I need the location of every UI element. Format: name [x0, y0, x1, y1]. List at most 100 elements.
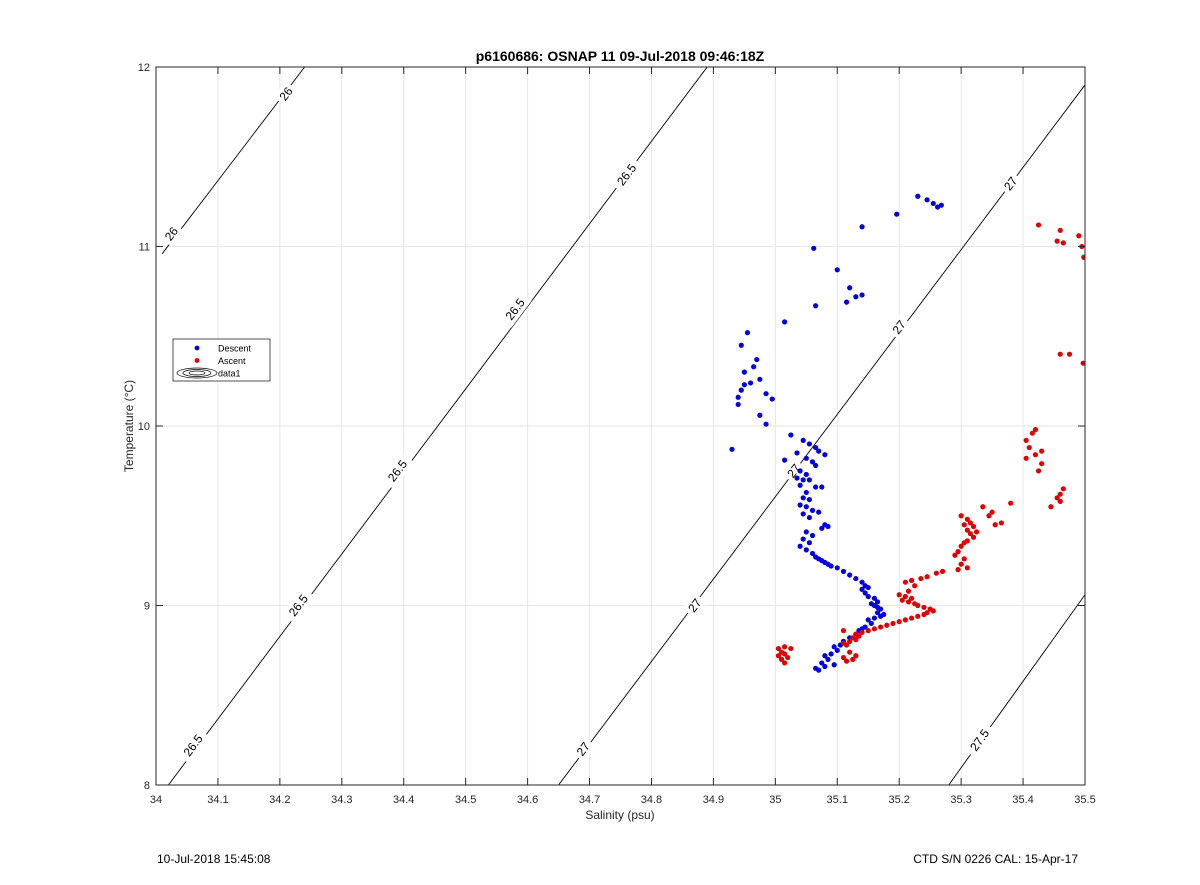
ascent-point: [1057, 351, 1063, 357]
descent-point: [800, 437, 806, 443]
ascent-point: [998, 520, 1004, 526]
legend-label: Descent: [218, 344, 252, 354]
ascent-point: [1066, 351, 1073, 357]
ascent-point: [1057, 491, 1063, 497]
isopycnal-label-bg: [998, 170, 1024, 197]
ascent-point: [921, 611, 927, 618]
isopycnal-label-group: 26.5: [610, 156, 644, 194]
descent-point: [794, 450, 800, 456]
descent-point: [828, 563, 834, 569]
ascent-point: [878, 624, 884, 630]
ascent-point: [918, 575, 924, 582]
ascent-point: [980, 504, 986, 510]
y-tick-label: 12: [138, 62, 150, 74]
descent-point: [806, 477, 812, 483]
descent-point: [930, 200, 936, 207]
descent-point: [812, 303, 819, 309]
descent-point: [741, 382, 747, 388]
ascent-point: [1060, 240, 1066, 246]
ascent-point: [912, 583, 918, 589]
data-points: [729, 193, 1085, 673]
ascent-point: [865, 628, 871, 634]
ascent-point: [930, 608, 936, 614]
isopycnal-label-bg: [610, 156, 644, 194]
ascent-point: [778, 656, 785, 662]
ascent-point: [908, 577, 915, 583]
x-tick-label: 34.4: [393, 794, 414, 806]
descent-point: [816, 509, 822, 515]
ascent-point: [1035, 468, 1042, 474]
descent-point: [797, 502, 803, 508]
x-tick-label: 34.3: [331, 794, 352, 806]
ascent-point: [964, 516, 970, 522]
ascent-point: [955, 549, 961, 555]
descent-point: [831, 644, 837, 650]
ascent-point: [915, 613, 921, 619]
isopycnal-label-bg: [176, 727, 210, 764]
ascent-point: [902, 593, 908, 600]
descent-point: [874, 610, 881, 616]
descent-point: [924, 197, 930, 203]
isopycnal-label-group: 27.5: [963, 721, 997, 759]
ascent-point: [840, 654, 847, 661]
descent-point: [782, 319, 788, 325]
ascent-point: [890, 620, 896, 627]
isopycnal-label-group: 26: [159, 221, 184, 247]
ascent-point: [924, 574, 930, 580]
x-tick-label: 34.7: [579, 794, 600, 806]
descent-point: [816, 448, 822, 454]
ascent-point: [1060, 486, 1066, 492]
descent-point: [834, 565, 840, 571]
ascent-point: [986, 513, 992, 519]
descent-point: [809, 459, 816, 465]
ascent-point: [989, 509, 995, 515]
descent-point: [859, 586, 865, 592]
ascent-point: [847, 649, 853, 655]
descent-point: [735, 401, 741, 408]
descent-point: [868, 620, 874, 627]
descent-point: [825, 523, 831, 530]
legend-label: data1: [218, 369, 241, 379]
descent-point: [735, 394, 741, 400]
y-tick-label: 11: [139, 242, 150, 254]
ascent-point: [785, 654, 791, 661]
ascent-point: [1054, 238, 1060, 244]
ascent-point: [899, 597, 905, 603]
legend[interactable]: Descent Ascent data1: [172, 338, 271, 382]
ascent-point: [992, 522, 998, 528]
descent-point: [847, 572, 853, 578]
isopycnal-label-bg: [159, 221, 184, 247]
isopycnal-label-group: 26.5: [176, 727, 210, 764]
ascent-point: [952, 552, 958, 558]
isopycnal-label-group: 27: [998, 170, 1024, 197]
descent-point: [806, 514, 812, 521]
ascent-point: [1032, 426, 1039, 433]
ascent-point: [840, 628, 847, 634]
descent-point: [819, 484, 825, 490]
descent-point: [828, 651, 834, 657]
descent-point: [806, 540, 812, 546]
ascent-point: [905, 599, 912, 605]
descent-point: [811, 245, 817, 251]
x-tick-label: 35.1: [827, 794, 848, 806]
descent-point: [819, 660, 825, 666]
ascent-point: [859, 629, 865, 636]
descent-point: [859, 579, 865, 585]
descent-point: [915, 193, 921, 199]
descent-point: [738, 342, 744, 348]
descent-point: [853, 575, 859, 582]
descent-point: [822, 452, 828, 458]
descent-point: [871, 595, 878, 601]
ascent-point: [853, 637, 859, 643]
isopycnal-label-bg: [380, 452, 415, 490]
ascent-point: [964, 565, 970, 571]
ascent-point: [961, 540, 967, 546]
ascent-point: [915, 602, 921, 609]
descent-point: [803, 547, 809, 553]
descent-point: [797, 543, 803, 549]
ascent-point: [1076, 233, 1082, 239]
ascent-point: [856, 633, 862, 639]
x-tick-label: 35.3: [950, 794, 971, 806]
